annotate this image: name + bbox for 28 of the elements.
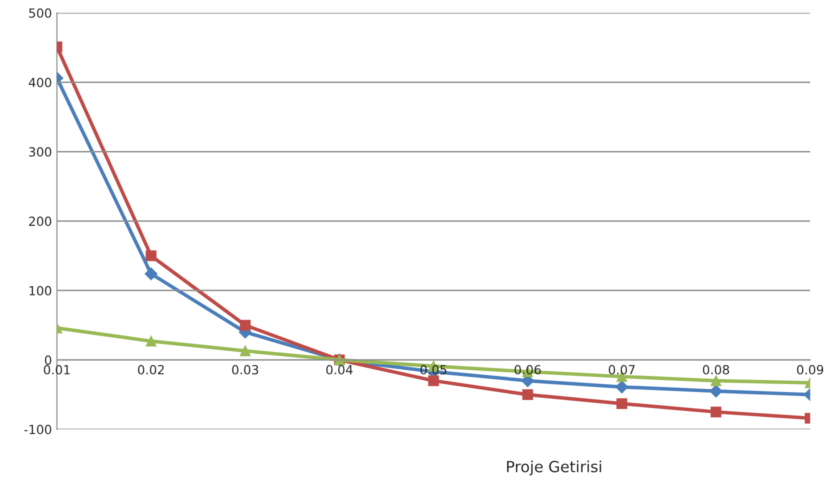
- x-tick-label: 0.02: [138, 364, 164, 374]
- y-tick-label: 0: [44, 355, 52, 365]
- x-tick-label: 0.03: [232, 364, 258, 374]
- y-tick-label: 200: [29, 216, 52, 226]
- y-tick-label: 100: [30, 286, 52, 296]
- point: [710, 406, 722, 418]
- x-tick-label: 0.01: [44, 364, 70, 374]
- point: [615, 380, 628, 394]
- point: [240, 345, 251, 356]
- x-tick-label: 0.09: [797, 364, 824, 374]
- point: [616, 398, 628, 409]
- x-axis-title: Proje Getirisi: [507, 460, 602, 476]
- point: [710, 375, 722, 386]
- x-tick-label: 0.04: [326, 364, 353, 374]
- x-tick-label: 0.07: [608, 364, 635, 374]
- point: [146, 250, 156, 262]
- y-tick-label: 500: [29, 8, 52, 18]
- point: [146, 336, 156, 347]
- y-tick-label: 400: [28, 78, 52, 88]
- point: [522, 389, 534, 400]
- y-tick-label: 300: [29, 147, 52, 157]
- point: [428, 375, 439, 386]
- point: [144, 267, 158, 280]
- point: [710, 384, 722, 398]
- y-tick-label: -100: [24, 424, 52, 434]
- x-tick-label: 0.05: [420, 364, 446, 374]
- x-tick-label: 0.08: [702, 364, 730, 374]
- point: [240, 320, 251, 331]
